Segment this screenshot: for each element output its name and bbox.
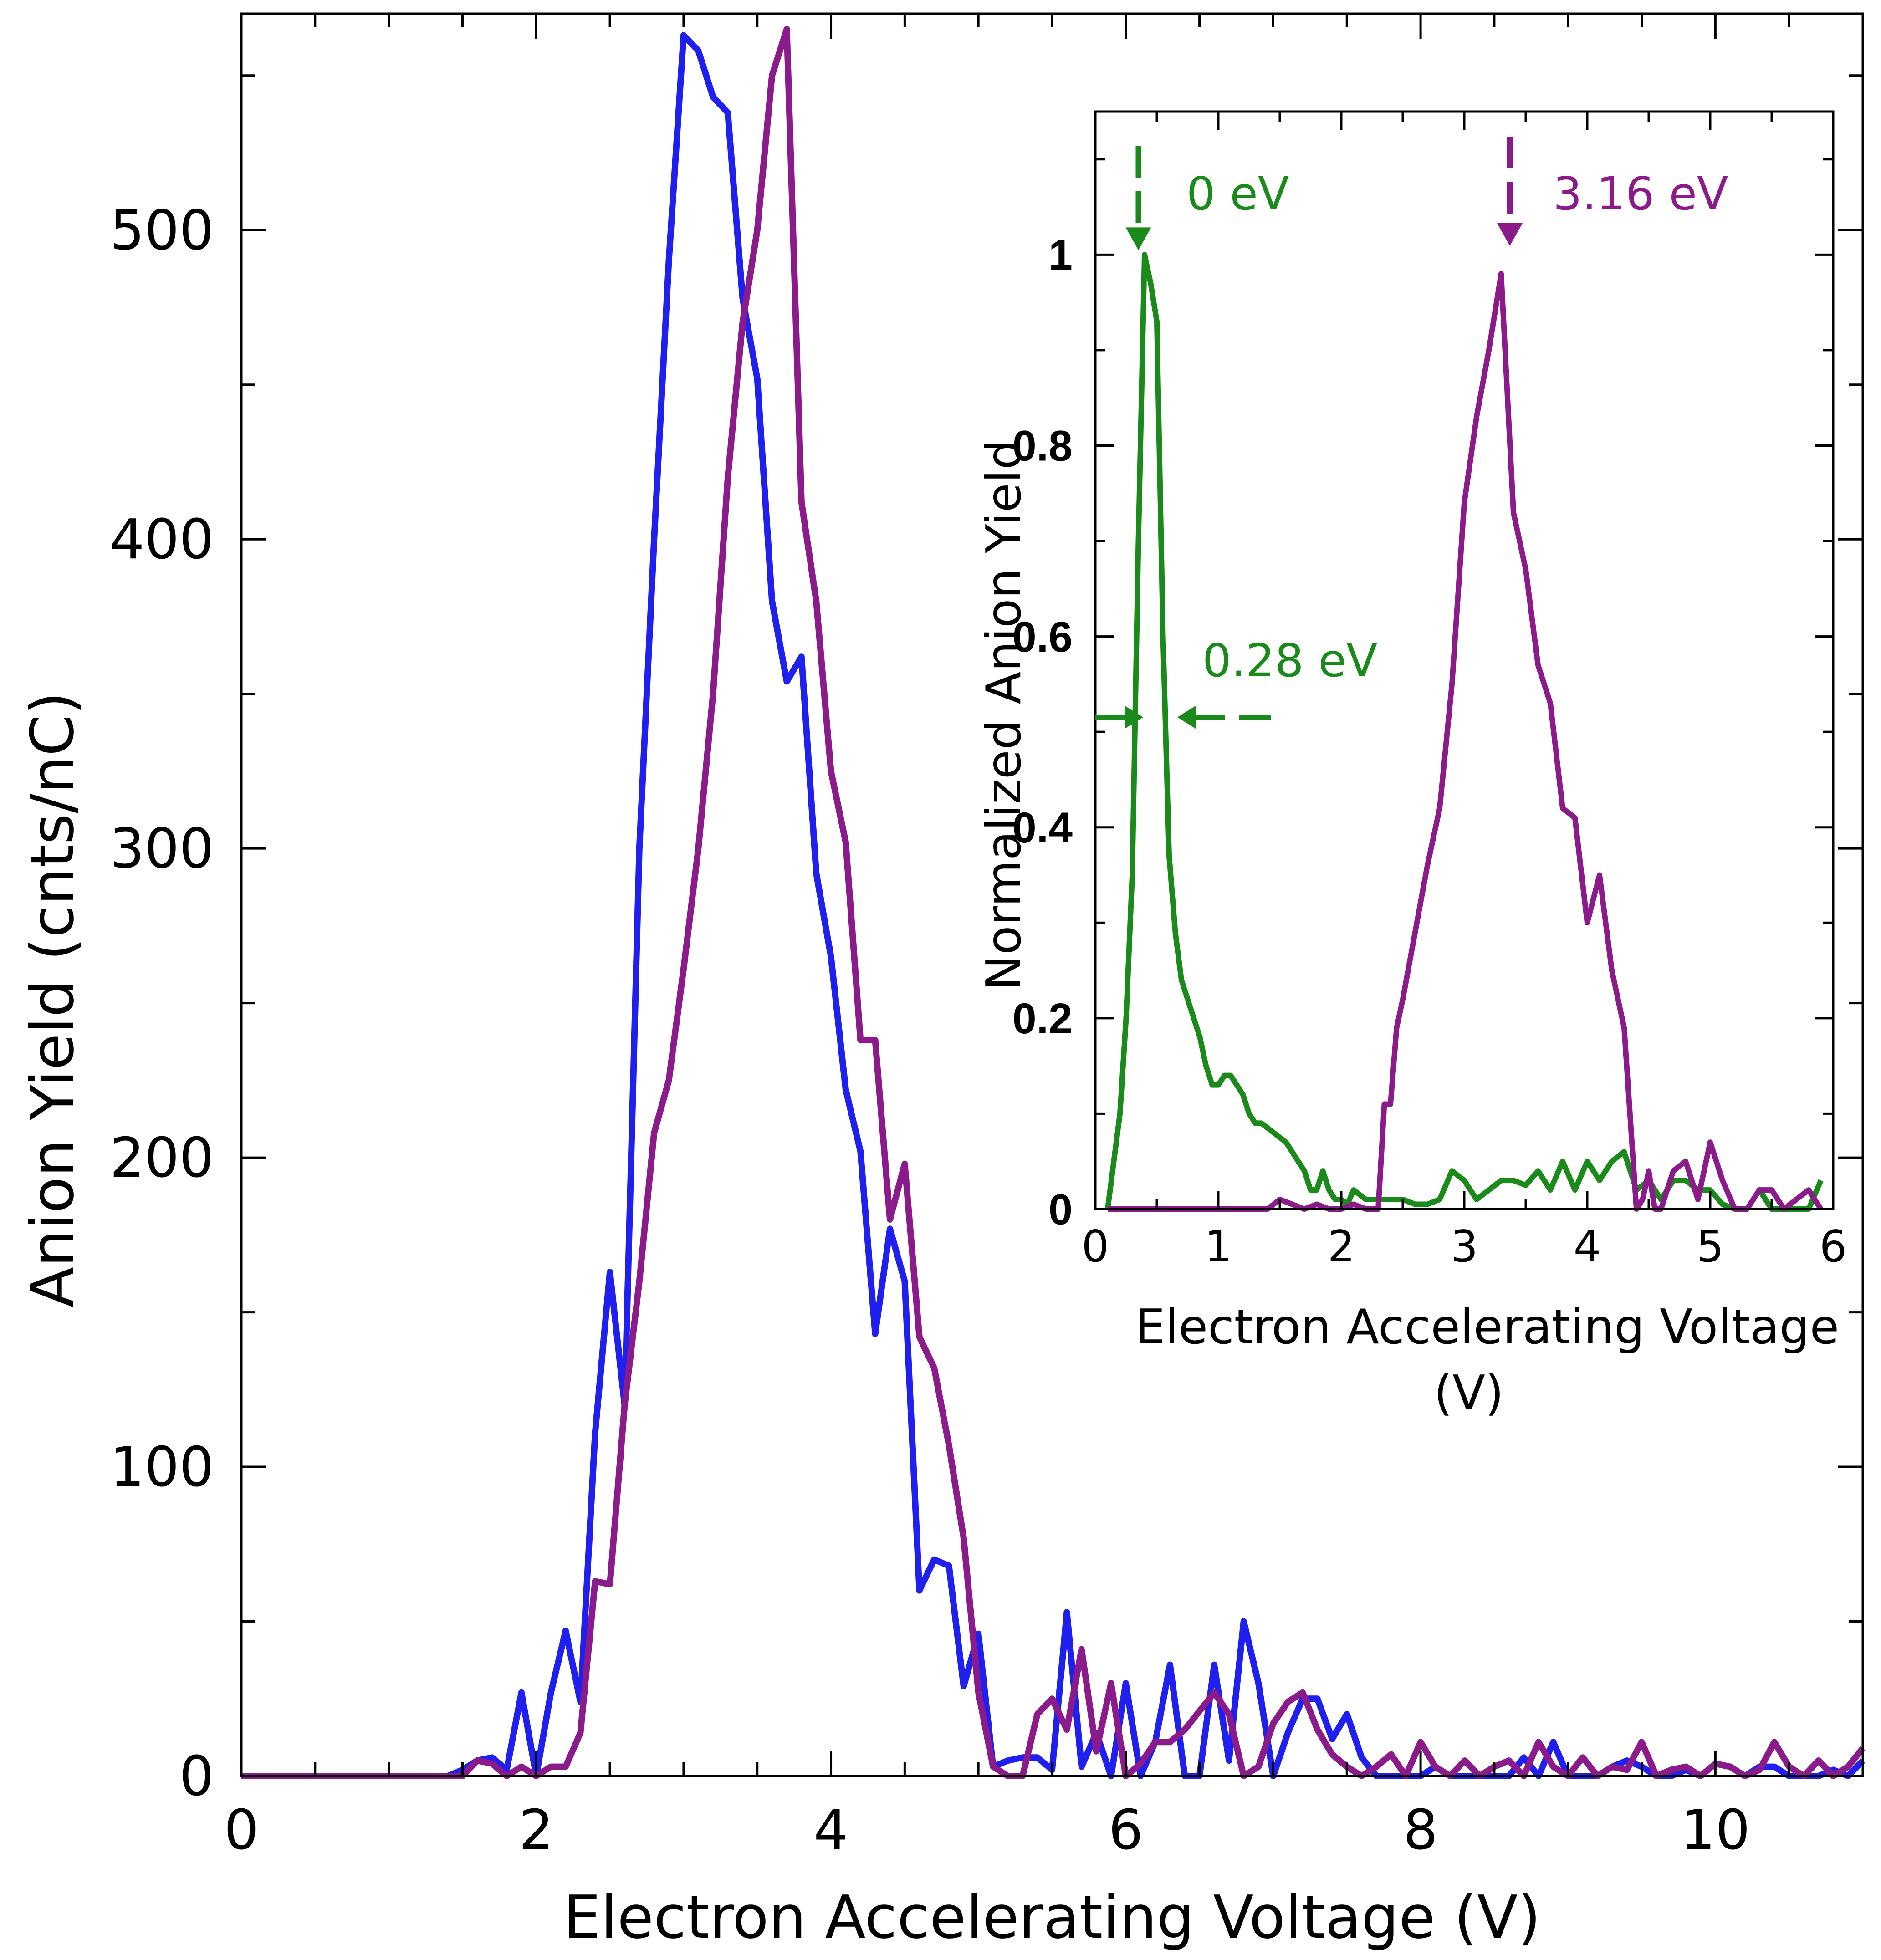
inset-y-tick-label: 1 <box>1048 231 1073 280</box>
inset-x-tick-label: 2 <box>1328 1222 1355 1272</box>
main-y-tick-label: 300 <box>110 817 214 881</box>
inset-fwhm-left-head <box>1125 706 1143 729</box>
main-y-tick-label: 0 <box>179 1745 214 1808</box>
inset-annotation-0ev: 0 eV <box>1186 167 1289 220</box>
inset-plot: 0 1 2 3 4 5 6 0 0.2 0.4 0.6 0.8 1 Electron Accelerati… <box>976 110 1847 1421</box>
main-x-axis-title: Electron Accelerating Voltage (V) <box>563 1883 1541 1952</box>
main-x-tick-label: 4 <box>813 1799 848 1862</box>
inset-y-tick-label: 0 <box>1048 1185 1073 1234</box>
inset-y-tick-label: 0.8 <box>1012 422 1073 470</box>
inset-annotation-fwhm: 0.28 eV <box>1202 634 1377 687</box>
inset-y-tick-label: 0.2 <box>1012 995 1073 1043</box>
inset-x-tick-label: 0 <box>1082 1222 1109 1272</box>
inset-plot-background <box>1095 112 1833 1209</box>
main-x-tick-label: 8 <box>1403 1799 1438 1862</box>
inset-y-tick-label: 0.4 <box>1012 804 1073 852</box>
main-x-tick-label: 6 <box>1109 1799 1143 1862</box>
inset-x-tick-label: 3 <box>1451 1222 1478 1272</box>
main-y-axis-title: Anion Yield (cnts/nC) <box>18 692 87 1308</box>
inset-x-axis-title-unit: (V) <box>1434 1365 1504 1421</box>
inset-x-tick-label: 6 <box>1820 1222 1847 1272</box>
main-x-tick-label: 0 <box>224 1799 259 1862</box>
inset-y-axis-title: Normalized Anion Yield <box>976 439 1032 991</box>
main-x-tick-label: 2 <box>519 1799 553 1862</box>
inset-fwhm-right-head <box>1177 706 1196 729</box>
inset-x-tick-label: 1 <box>1205 1222 1232 1272</box>
inset-x-axis-title: Electron Accelerating Voltage <box>1135 1299 1839 1355</box>
inset-arrow-316ev-head <box>1497 223 1523 246</box>
inset-arrow-0ev-head <box>1125 227 1151 250</box>
main-x-tick-label: 10 <box>1681 1799 1750 1862</box>
main-series-purple <box>241 26 1866 1779</box>
main-y-tick-label: 100 <box>110 1436 214 1499</box>
inset-x-tick-label: 4 <box>1574 1222 1601 1272</box>
inset-y-tick-label: 0.6 <box>1012 613 1073 661</box>
inset-x-tick-label: 5 <box>1697 1222 1724 1272</box>
main-series-blue <box>241 32 1866 1779</box>
main-y-tick-label: 500 <box>110 199 214 262</box>
main-y-tick-label: 400 <box>110 508 214 572</box>
main-y-tick-label: 200 <box>110 1127 214 1190</box>
inset-annotation-316ev: 3.16 eV <box>1553 167 1728 220</box>
